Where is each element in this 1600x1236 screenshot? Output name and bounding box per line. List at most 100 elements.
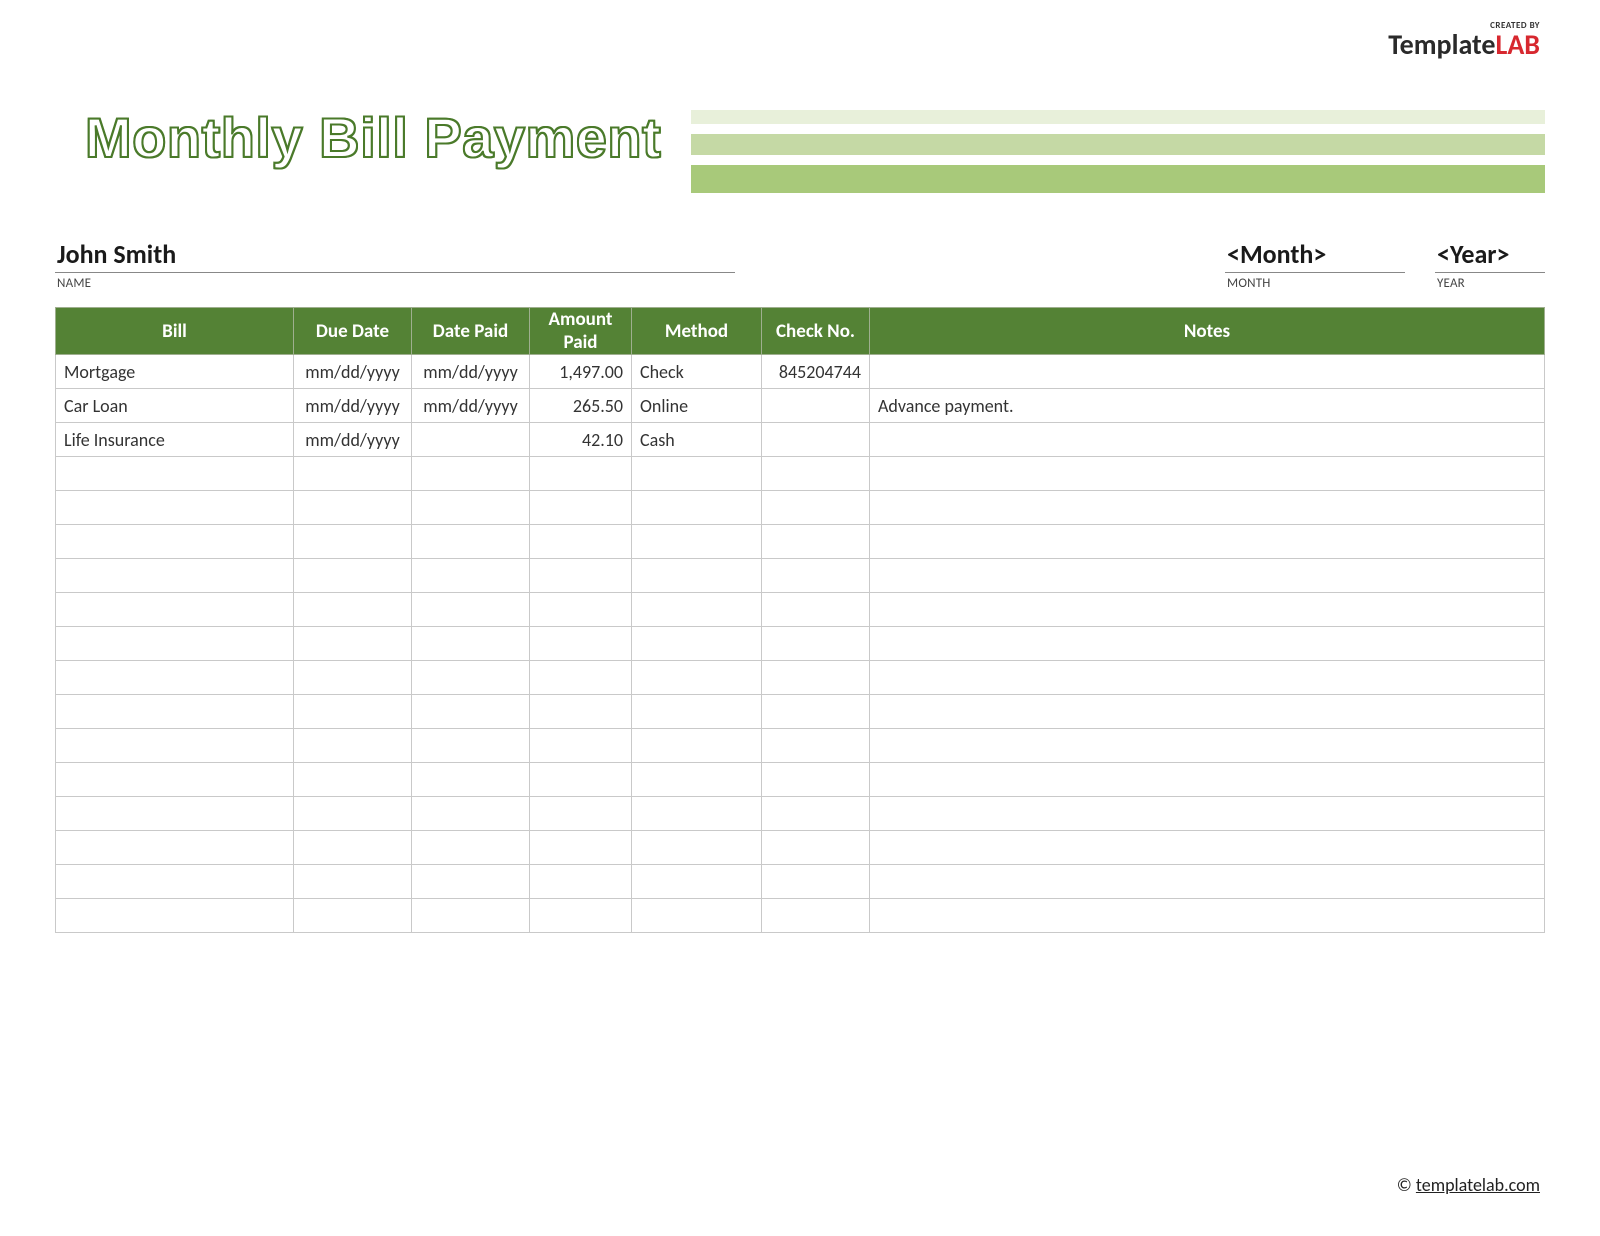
cell-empty[interactable] (870, 661, 1545, 695)
cell-empty[interactable] (632, 525, 762, 559)
cell-empty[interactable] (530, 831, 632, 865)
cell-empty[interactable] (412, 559, 530, 593)
cell-empty[interactable] (294, 763, 412, 797)
cell-empty[interactable] (870, 491, 1545, 525)
cell-due[interactable]: mm/dd/yyyy (294, 355, 412, 389)
cell-empty[interactable] (294, 593, 412, 627)
cell-empty[interactable] (762, 457, 870, 491)
cell-empty[interactable] (632, 559, 762, 593)
cell-empty[interactable] (530, 593, 632, 627)
cell-empty[interactable] (632, 695, 762, 729)
cell-empty[interactable] (762, 593, 870, 627)
cell-empty[interactable] (870, 899, 1545, 933)
cell-empty[interactable] (762, 763, 870, 797)
footer-link[interactable]: templatelab.com (1416, 1174, 1540, 1196)
cell-empty[interactable] (56, 899, 294, 933)
cell-empty[interactable] (294, 797, 412, 831)
cell-empty[interactable] (56, 593, 294, 627)
cell-empty[interactable] (412, 899, 530, 933)
cell-empty[interactable] (870, 627, 1545, 661)
cell-empty[interactable] (530, 695, 632, 729)
cell-empty[interactable] (632, 661, 762, 695)
cell-empty[interactable] (412, 593, 530, 627)
cell-method[interactable]: Check (632, 355, 762, 389)
cell-empty[interactable] (530, 865, 632, 899)
cell-empty[interactable] (762, 491, 870, 525)
cell-empty[interactable] (870, 525, 1545, 559)
cell-empty[interactable] (632, 763, 762, 797)
cell-empty[interactable] (56, 865, 294, 899)
cell-empty[interactable] (412, 763, 530, 797)
cell-bill[interactable]: Car Loan (56, 389, 294, 423)
cell-due[interactable]: mm/dd/yyyy (294, 423, 412, 457)
cell-empty[interactable] (762, 831, 870, 865)
cell-empty[interactable] (762, 729, 870, 763)
cell-empty[interactable] (294, 865, 412, 899)
cell-empty[interactable] (632, 865, 762, 899)
cell-empty[interactable] (762, 661, 870, 695)
cell-amount[interactable]: 1,497.00 (530, 355, 632, 389)
cell-empty[interactable] (870, 763, 1545, 797)
cell-empty[interactable] (294, 831, 412, 865)
cell-empty[interactable] (412, 695, 530, 729)
cell-notes[interactable] (870, 423, 1545, 457)
cell-empty[interactable] (294, 729, 412, 763)
cell-empty[interactable] (56, 797, 294, 831)
cell-empty[interactable] (56, 763, 294, 797)
cell-empty[interactable] (762, 899, 870, 933)
cell-empty[interactable] (530, 457, 632, 491)
cell-empty[interactable] (56, 627, 294, 661)
cell-empty[interactable] (412, 797, 530, 831)
cell-empty[interactable] (762, 525, 870, 559)
cell-bill[interactable]: Mortgage (56, 355, 294, 389)
cell-empty[interactable] (412, 661, 530, 695)
cell-empty[interactable] (530, 559, 632, 593)
cell-empty[interactable] (294, 627, 412, 661)
cell-empty[interactable] (412, 457, 530, 491)
cell-empty[interactable] (294, 525, 412, 559)
cell-empty[interactable] (412, 831, 530, 865)
cell-paid[interactable]: mm/dd/yyyy (412, 355, 530, 389)
cell-empty[interactable] (56, 831, 294, 865)
cell-empty[interactable] (56, 559, 294, 593)
cell-empty[interactable] (294, 559, 412, 593)
cell-empty[interactable] (530, 491, 632, 525)
cell-empty[interactable] (56, 729, 294, 763)
cell-empty[interactable] (762, 559, 870, 593)
cell-empty[interactable] (870, 729, 1545, 763)
cell-empty[interactable] (294, 457, 412, 491)
cell-empty[interactable] (530, 661, 632, 695)
cell-empty[interactable] (294, 491, 412, 525)
cell-method[interactable]: Online (632, 389, 762, 423)
cell-empty[interactable] (632, 593, 762, 627)
cell-empty[interactable] (412, 729, 530, 763)
cell-empty[interactable] (530, 525, 632, 559)
cell-empty[interactable] (762, 695, 870, 729)
cell-empty[interactable] (412, 865, 530, 899)
cell-empty[interactable] (632, 797, 762, 831)
cell-check[interactable] (762, 389, 870, 423)
cell-empty[interactable] (632, 627, 762, 661)
cell-empty[interactable] (412, 627, 530, 661)
cell-empty[interactable] (412, 491, 530, 525)
cell-empty[interactable] (762, 797, 870, 831)
cell-empty[interactable] (56, 525, 294, 559)
cell-paid[interactable] (412, 423, 530, 457)
cell-check[interactable] (762, 423, 870, 457)
cell-due[interactable]: mm/dd/yyyy (294, 389, 412, 423)
cell-empty[interactable] (762, 627, 870, 661)
cell-empty[interactable] (632, 457, 762, 491)
cell-empty[interactable] (294, 695, 412, 729)
cell-empty[interactable] (870, 831, 1545, 865)
cell-empty[interactable] (870, 865, 1545, 899)
cell-empty[interactable] (870, 559, 1545, 593)
cell-empty[interactable] (632, 729, 762, 763)
cell-empty[interactable] (870, 695, 1545, 729)
cell-empty[interactable] (870, 457, 1545, 491)
cell-empty[interactable] (632, 831, 762, 865)
cell-empty[interactable] (56, 695, 294, 729)
cell-empty[interactable] (56, 457, 294, 491)
cell-empty[interactable] (530, 899, 632, 933)
cell-empty[interactable] (530, 729, 632, 763)
cell-check[interactable]: 845204744 (762, 355, 870, 389)
